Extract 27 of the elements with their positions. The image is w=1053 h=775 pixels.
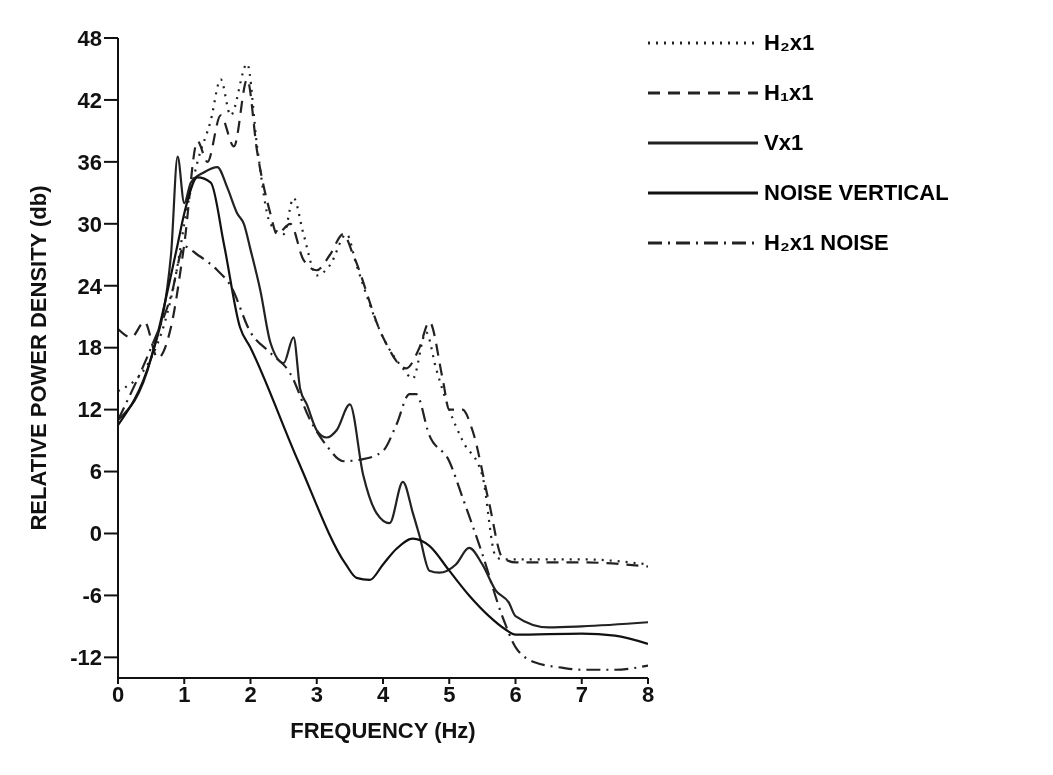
x-tick-label: 3 [310, 681, 323, 707]
x-tick-label: 2 [244, 681, 257, 707]
y-tick-label: 36 [77, 149, 102, 175]
x-axis-title: FREQUENCY (Hz) [290, 718, 476, 743]
y-tick-label: -12 [70, 645, 102, 671]
legend-label: NOISE VERTICAL [764, 180, 949, 206]
y-tick-label: 30 [77, 211, 102, 237]
x-tick-label: 0 [111, 681, 125, 707]
x-tick-label: 5 [443, 681, 456, 707]
x-tick-label: 1 [178, 681, 191, 707]
legend-label: H₁x1 [764, 80, 814, 106]
y-tick-label: 48 [77, 25, 102, 51]
x-tick-label: 8 [641, 681, 655, 707]
y-axis-title: RELATIVE POWER DENSITY (db) [25, 185, 51, 531]
y-tick-label: 24 [77, 273, 103, 299]
y-tick-label: 6 [89, 459, 102, 485]
x-tick-label: 7 [575, 681, 588, 707]
y-tick-label: 0 [89, 521, 102, 547]
legend-label: H₂x1 [764, 30, 815, 56]
x-tick-label: 4 [376, 681, 390, 707]
x-tick-label: 6 [509, 681, 522, 707]
legend-label: Vx1 [764, 130, 804, 156]
y-tick-label: 12 [77, 397, 102, 423]
y-tick-label: 18 [77, 335, 102, 361]
legend-label: H₂x1 NOISE [764, 230, 889, 256]
y-tick-label: -6 [82, 583, 102, 609]
y-tick-label: 42 [77, 87, 102, 113]
